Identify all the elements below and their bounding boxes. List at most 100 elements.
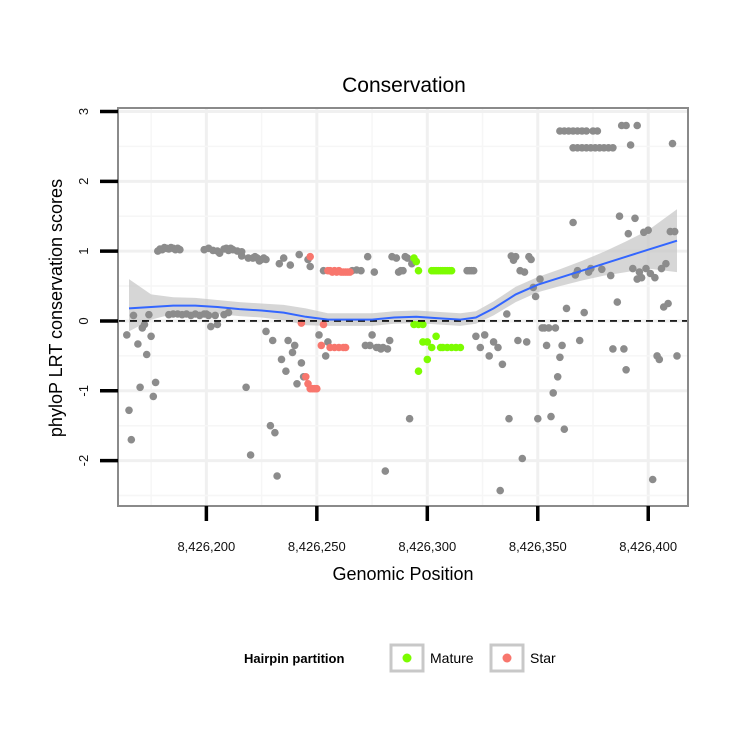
point-other — [275, 259, 284, 268]
point-other — [606, 271, 615, 280]
point-other — [176, 245, 184, 254]
point-other — [134, 340, 142, 348]
point-other — [295, 250, 304, 259]
point-other — [556, 353, 564, 362]
smooth-trend-line — [128, 239, 678, 321]
point-other — [637, 273, 646, 282]
point-other — [496, 486, 505, 495]
point-other — [547, 412, 555, 421]
point-other — [480, 331, 489, 339]
point-other — [642, 264, 650, 273]
panel-border — [117, 107, 689, 507]
point-other — [569, 218, 577, 227]
point-mature — [447, 266, 456, 275]
point-other — [631, 214, 639, 223]
point-other — [514, 336, 522, 345]
point-other — [558, 341, 566, 350]
point-other — [668, 139, 677, 148]
point-mature — [423, 338, 432, 346]
point-other — [644, 226, 652, 234]
point-other — [262, 255, 270, 264]
point-other — [224, 308, 233, 317]
point-other — [622, 121, 630, 130]
point-other — [140, 320, 149, 329]
point-other — [142, 350, 151, 359]
point-mature — [456, 343, 465, 352]
point-other — [549, 389, 557, 397]
point-other — [622, 366, 630, 374]
point-other — [503, 310, 511, 318]
point-other — [242, 383, 250, 392]
point-other — [123, 331, 131, 339]
point-other — [237, 252, 246, 260]
point-other — [560, 425, 569, 434]
point-other — [498, 360, 507, 369]
point-other — [620, 345, 628, 353]
point-other — [392, 254, 401, 262]
point-other — [485, 352, 494, 360]
point-other — [609, 144, 617, 152]
legend-dot-mature — [402, 653, 412, 663]
point-other — [664, 299, 672, 308]
x-axis-title: Genomic Position — [332, 564, 473, 584]
point-other — [624, 229, 633, 238]
point-other — [531, 292, 540, 301]
point-other — [551, 324, 560, 332]
point-other — [670, 227, 679, 236]
point-other — [536, 275, 544, 283]
point-other — [368, 331, 376, 339]
y-tick-label: 0 — [76, 317, 91, 324]
y-tick-label: -1 — [76, 385, 91, 397]
point-mature — [414, 367, 423, 376]
point-other — [648, 475, 657, 484]
point-other — [598, 265, 606, 274]
x-tick-label: 8,426,200 — [177, 539, 235, 554]
point-other — [288, 348, 297, 357]
point-other — [271, 428, 279, 437]
point-other — [633, 121, 641, 130]
point-other — [246, 451, 255, 459]
point-other — [297, 359, 306, 367]
point-other — [403, 254, 412, 262]
point-other — [629, 264, 637, 273]
point-other — [151, 378, 160, 387]
point-other — [321, 352, 330, 360]
point-other — [127, 435, 136, 444]
legend: Hairpin partition Mature Star — [244, 643, 556, 673]
point-other — [204, 311, 213, 320]
point-other — [626, 141, 635, 149]
point-other — [366, 341, 374, 350]
point-other — [211, 311, 219, 320]
point-other — [494, 343, 502, 352]
point-other — [518, 454, 527, 463]
y-axis-title: phyloP LRT conservation scores — [46, 179, 66, 437]
legend-label-star: Star — [530, 650, 556, 666]
point-mature — [419, 320, 427, 329]
point-mature — [423, 355, 432, 364]
point-other — [385, 336, 394, 345]
x-tick-label: 8,426,350 — [509, 539, 567, 554]
point-other — [357, 266, 365, 275]
legend-title: Hairpin partition — [244, 651, 344, 666]
point-other — [562, 304, 571, 313]
point-other — [511, 252, 520, 261]
point-other — [405, 414, 414, 423]
point-other — [381, 467, 390, 475]
point-other — [273, 472, 281, 480]
x-tick-label: 8,426,250 — [288, 539, 346, 554]
point-other — [545, 324, 553, 332]
point-other — [651, 273, 659, 282]
point-other — [383, 345, 392, 353]
point-star — [306, 252, 315, 261]
point-other — [282, 367, 290, 376]
point-other — [125, 406, 133, 415]
point-other — [284, 336, 292, 345]
point-star — [346, 268, 354, 276]
point-star — [341, 343, 350, 352]
legend-label-mature: Mature — [430, 650, 474, 666]
point-other — [520, 268, 529, 276]
point-other — [582, 127, 591, 135]
point-other — [673, 352, 681, 360]
point-other — [147, 332, 155, 341]
